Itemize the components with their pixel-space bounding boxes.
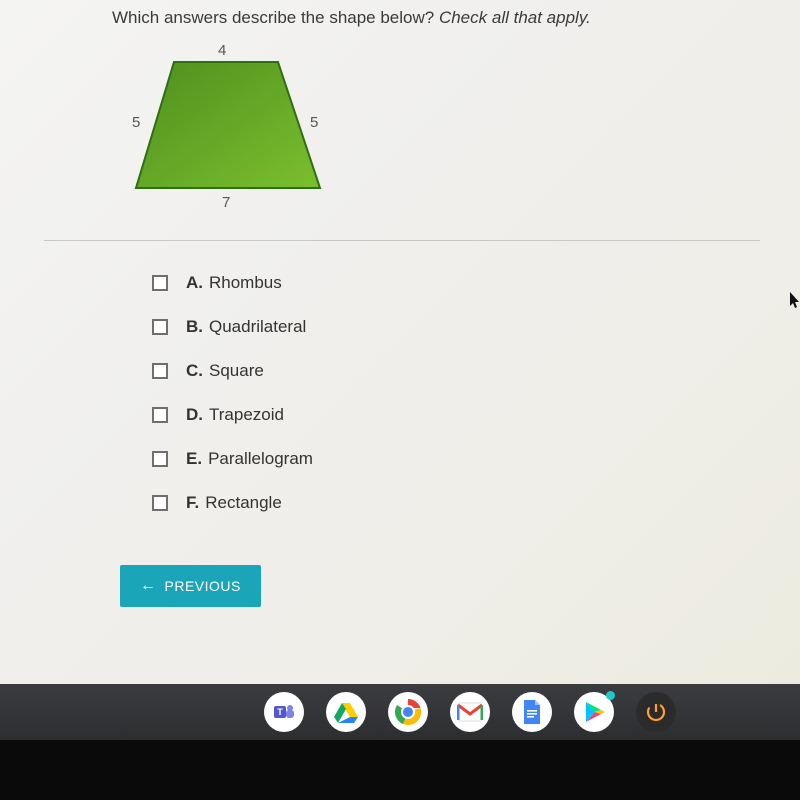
previous-button-label: PREVIOUS — [165, 578, 241, 594]
option-letter: F. — [186, 493, 199, 513]
option-text: Trapezoid — [209, 405, 284, 425]
trapezoid-figure: 4 5 5 7 — [114, 42, 374, 222]
side-label-bottom: 7 — [222, 194, 230, 211]
option-row[interactable]: D. Trapezoid — [152, 393, 800, 437]
question-text: Which answers describe the shape below? … — [0, 0, 800, 42]
power-icon[interactable] — [636, 692, 676, 732]
docs-icon[interactable] — [512, 692, 552, 732]
option-text: Parallelogram — [208, 449, 313, 469]
device-bezel — [0, 740, 800, 800]
arrow-left-icon: ← — [140, 577, 157, 595]
previous-button[interactable]: ← PREVIOUS — [120, 565, 261, 607]
option-letter: E. — [186, 449, 202, 469]
option-letter: A. — [186, 273, 203, 293]
section-divider — [44, 240, 760, 241]
teams-icon[interactable]: T — [264, 692, 304, 732]
checkbox[interactable] — [152, 495, 168, 511]
side-label-top: 4 — [218, 42, 226, 59]
option-row[interactable]: C. Square — [152, 349, 800, 393]
svg-text:T: T — [277, 707, 283, 717]
quiz-content: Which answers describe the shape below? … — [0, 0, 800, 607]
chrome-icon[interactable] — [388, 692, 428, 732]
answer-options: A. Rhombus B. Quadrilateral C. Square D.… — [152, 261, 800, 525]
option-text: Rhombus — [209, 273, 282, 293]
option-row[interactable]: A. Rhombus — [152, 261, 800, 305]
cursor-icon — [790, 292, 800, 310]
checkbox[interactable] — [152, 275, 168, 291]
option-text: Rectangle — [205, 493, 282, 513]
question-instruction: Check all that apply. — [439, 8, 591, 27]
notification-dot-icon — [606, 691, 615, 700]
side-label-right: 5 — [310, 114, 318, 131]
option-letter: C. — [186, 361, 203, 381]
checkbox[interactable] — [152, 319, 168, 335]
gmail-icon[interactable] — [450, 692, 490, 732]
checkbox[interactable] — [152, 407, 168, 423]
option-letter: D. — [186, 405, 203, 425]
screen-viewport: Which answers describe the shape below? … — [0, 0, 800, 690]
option-row[interactable]: B. Quadrilateral — [152, 305, 800, 349]
checkbox[interactable] — [152, 451, 168, 467]
option-row[interactable]: E. Parallelogram — [152, 437, 800, 481]
checkbox[interactable] — [152, 363, 168, 379]
trapezoid-svg — [132, 58, 332, 198]
question-prompt: Which answers describe the shape below? — [112, 8, 439, 27]
drive-icon[interactable] — [326, 692, 366, 732]
option-row[interactable]: F. Rectangle — [152, 481, 800, 525]
option-text: Quadrilateral — [209, 317, 306, 337]
play-icon[interactable] — [574, 692, 614, 732]
side-label-left: 5 — [132, 114, 140, 131]
taskbar-shelf: T — [0, 684, 800, 740]
taskbar-inner: T — [0, 684, 800, 740]
option-letter: B. — [186, 317, 203, 337]
option-text: Square — [209, 361, 264, 381]
